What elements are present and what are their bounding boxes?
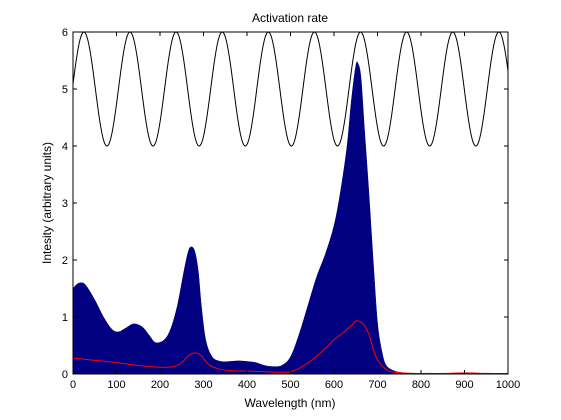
y-tick-label: 2 bbox=[62, 255, 68, 267]
y-tick-label: 6 bbox=[62, 27, 68, 39]
x-tick-label: 900 bbox=[455, 379, 473, 391]
plot-frame bbox=[72, 31, 509, 375]
x-tick-label: 600 bbox=[325, 379, 343, 391]
x-axis-title: Wavelength (nm) bbox=[245, 396, 336, 410]
x-tick-label: 400 bbox=[238, 379, 256, 391]
y-tick-label: 1 bbox=[62, 312, 68, 324]
plot-area bbox=[73, 32, 508, 374]
y-tick-label: 5 bbox=[62, 84, 68, 96]
x-tick-label: 1000 bbox=[496, 379, 520, 391]
axis-ticks: 0 100 200 300 400 500 600 700 800 900 1000 0 1 2 3 4 5 6 bbox=[62, 27, 520, 391]
y-axis-title: Intesity (arbitrary units) bbox=[40, 142, 54, 264]
x-tick-label: 500 bbox=[281, 379, 299, 391]
y-tick-label: 4 bbox=[62, 141, 68, 153]
x-tick-label: 700 bbox=[368, 379, 386, 391]
intensity-area bbox=[73, 61, 508, 374]
x-tick-label: 800 bbox=[412, 379, 430, 391]
y-tick-label: 3 bbox=[62, 198, 68, 210]
x-tick-label: 200 bbox=[151, 379, 169, 391]
y-tick-label: 0 bbox=[62, 369, 68, 381]
x-tick-label: 100 bbox=[107, 379, 125, 391]
x-tick-label: 300 bbox=[194, 379, 212, 391]
x-tick-label: 0 bbox=[70, 379, 76, 391]
chart-title: Activation rate bbox=[252, 11, 328, 25]
activation-line bbox=[73, 320, 508, 374]
oscillation-line bbox=[73, 32, 508, 147]
